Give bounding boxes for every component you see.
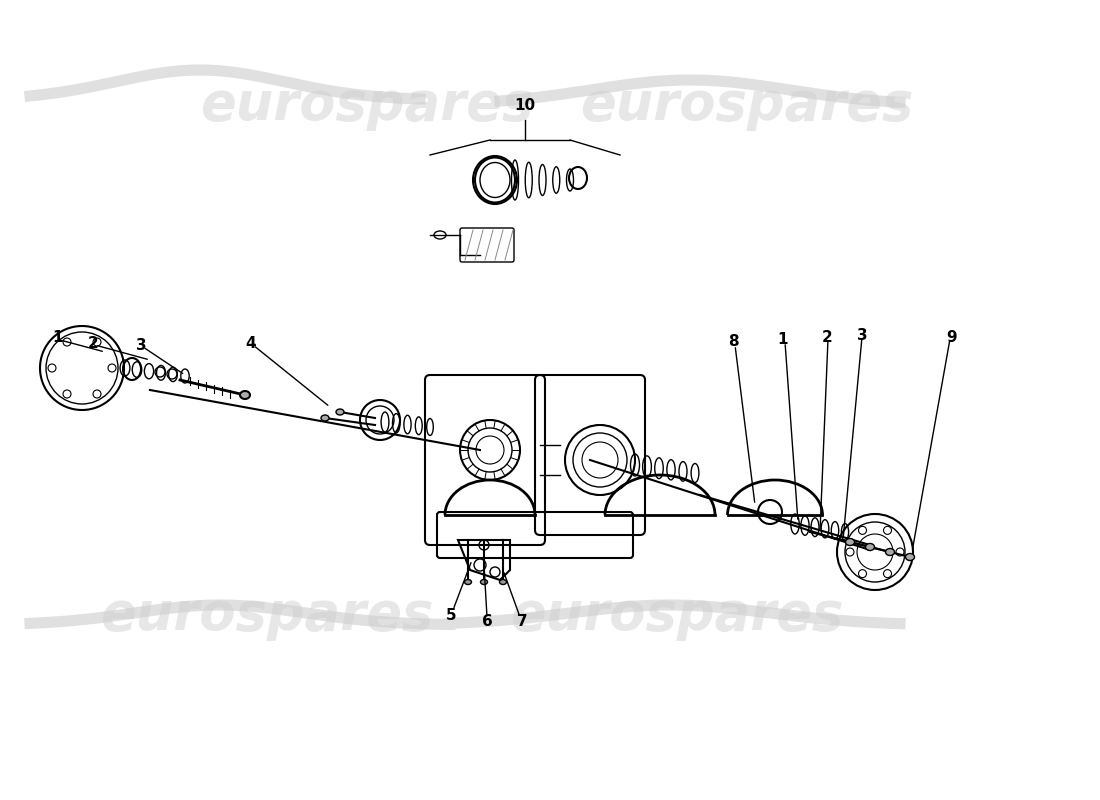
Text: 8: 8 xyxy=(728,334,738,350)
Ellipse shape xyxy=(321,415,329,421)
Text: 3: 3 xyxy=(135,338,146,353)
Text: 5: 5 xyxy=(446,607,456,622)
Text: 1: 1 xyxy=(778,331,789,346)
Text: 9: 9 xyxy=(947,330,957,345)
Text: 3: 3 xyxy=(857,327,867,342)
Text: eurospares: eurospares xyxy=(580,79,913,131)
Text: 1: 1 xyxy=(53,330,64,346)
Ellipse shape xyxy=(866,543,874,550)
Ellipse shape xyxy=(905,554,914,561)
Text: eurospares: eurospares xyxy=(100,589,433,641)
Text: 4: 4 xyxy=(245,335,256,350)
Text: eurospares: eurospares xyxy=(200,79,534,131)
Ellipse shape xyxy=(240,391,250,399)
Ellipse shape xyxy=(464,579,472,585)
Text: 7: 7 xyxy=(517,614,527,630)
Ellipse shape xyxy=(336,409,344,415)
Ellipse shape xyxy=(499,579,506,585)
Ellipse shape xyxy=(846,538,855,546)
Ellipse shape xyxy=(481,579,487,585)
Text: 2: 2 xyxy=(822,330,833,345)
Ellipse shape xyxy=(886,549,894,555)
Text: eurospares: eurospares xyxy=(510,589,844,641)
Text: 2: 2 xyxy=(88,335,98,350)
Text: 10: 10 xyxy=(515,98,536,113)
Text: 6: 6 xyxy=(482,614,493,630)
